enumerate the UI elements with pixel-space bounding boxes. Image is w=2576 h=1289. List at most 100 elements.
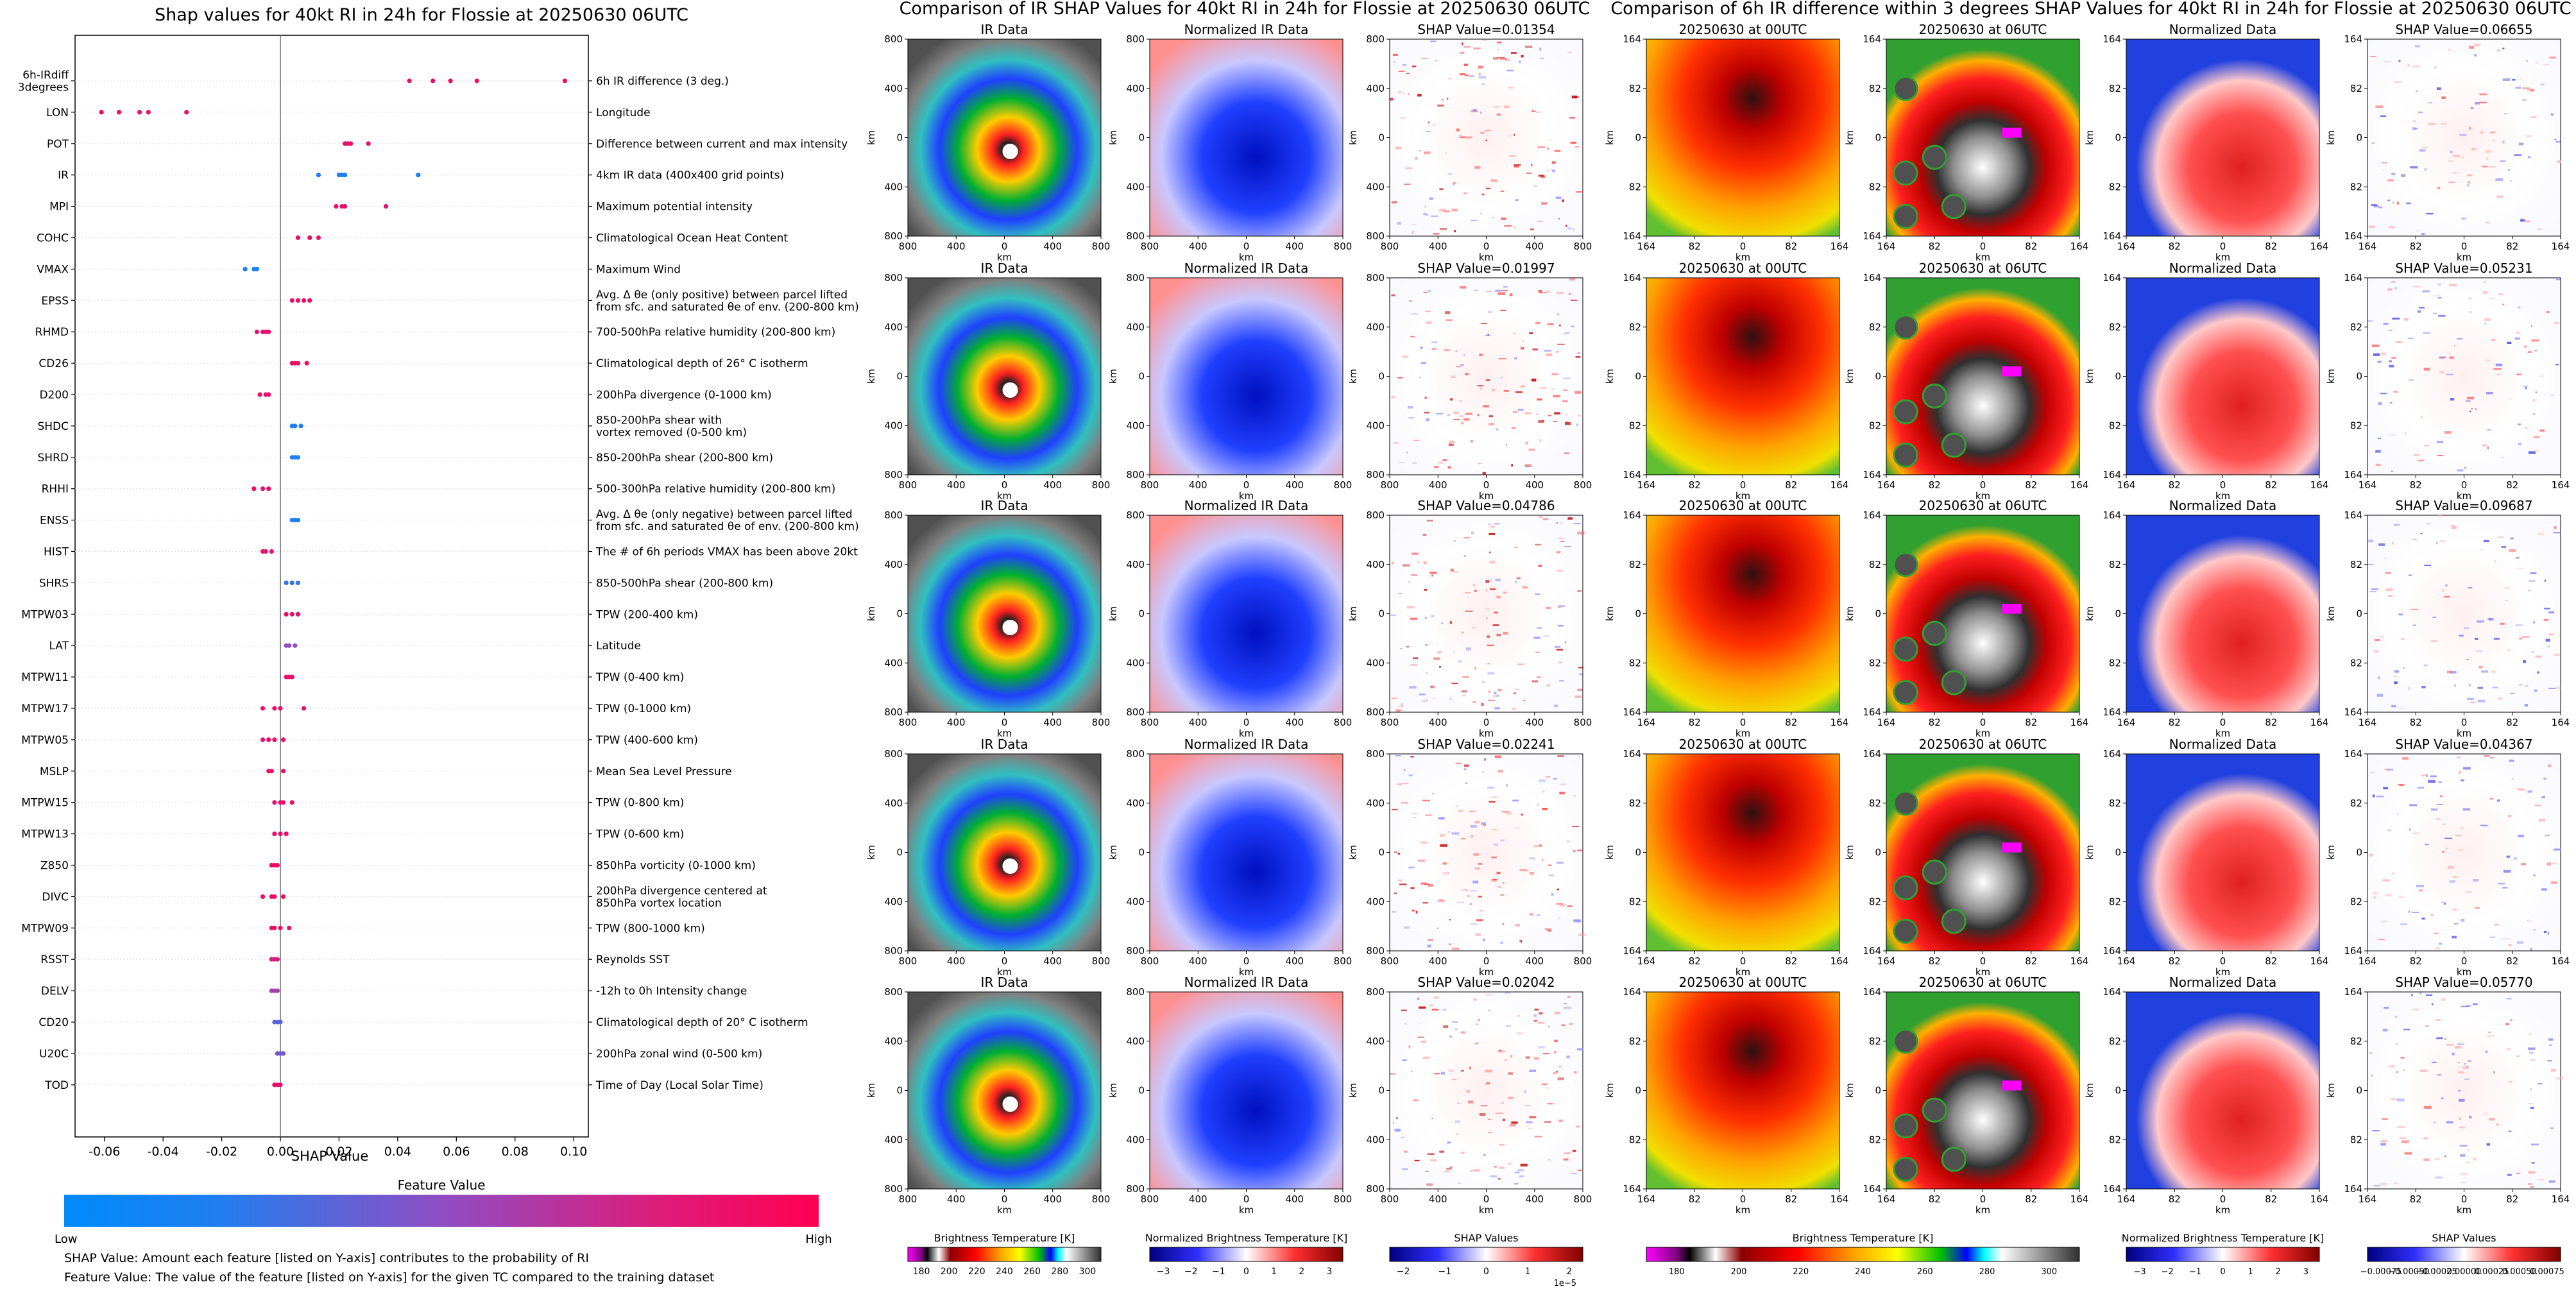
shap-speckle [1519,869,1527,871]
shap-speckle [2373,896,2376,898]
shap-speckle [1408,866,1415,869]
shap-speckle [2532,399,2536,402]
shap-speckle [1469,1066,1471,1070]
shap-speckle [2490,756,2494,759]
shap-speckle [1413,817,1416,818]
shap-speckle [1479,910,1483,912]
shap-speckle [1492,57,1499,60]
shap-speckle [1450,398,1453,401]
shap-speckle [1429,1004,1433,1006]
shap-speckle [1524,464,1532,467]
panel-image [2367,991,2561,1190]
shap-speckle [1573,849,1576,853]
x-tick-label: 0 [1243,241,1250,252]
shap-speckle [1462,690,1467,693]
shap-speckle [1488,699,1495,701]
feature-description-labels: 6h IR difference (3 deg.)LongitudeDiffer… [595,75,859,1092]
x-tick-label: 164 [2117,955,2136,967]
y-axis-label: km [2084,606,2095,621]
shap-speckle [1571,325,1574,328]
shap-speckle [1412,909,1415,912]
shap-speckle [1509,293,1513,296]
shap-speckle [2502,47,2505,49]
shap-speckle [2418,111,2423,114]
x-tick-label: 164 [1830,479,1849,491]
shap-point [342,173,348,178]
shap-speckle [1497,48,1499,51]
shap-speckle [2459,1154,2466,1157]
x-tick-label: 0 [1243,1193,1250,1205]
shap-speckle [1474,590,1477,592]
shap-speckle [2528,1171,2535,1174]
y-tick-label: 400 [1126,181,1145,192]
shap-speckle [1474,867,1480,870]
shap-speckle [2423,1158,2430,1161]
shap-speckle [2452,935,2457,939]
shap-speckle [1465,782,1468,784]
panel-image [1886,753,2080,952]
shap-speckle [1480,212,1482,215]
shap-speckle [2401,1140,2409,1143]
shap-speckle [2391,704,2396,708]
shap-speckle [1522,586,1528,589]
shap-speckle [1508,135,1511,137]
convective-cell [1893,442,1918,468]
shap-speckle [2532,651,2534,653]
y-tick-label: 0 [2356,1085,2362,1097]
panel-image [1646,515,1840,713]
x-tick-label: 0 [2461,241,2468,252]
shap-speckle [1517,1015,1520,1017]
y-tick-label: 82 [2109,559,2121,570]
x-tick-label: 164 [2552,955,2570,967]
shap-speckle [2409,379,2414,381]
shap-point [275,862,280,868]
shap-speckle [2509,759,2514,762]
shap-speckle [2458,771,2462,774]
shap-speckle [2498,293,2504,295]
shap-speckle [1475,933,1481,936]
shap-point [407,78,412,83]
shap-speckle [2445,584,2448,587]
shap-speckle [2518,834,2524,837]
x-tick-label: 164 [2117,241,2136,252]
y-tick-label: 164 [1623,1183,1641,1195]
shap-speckle [1485,1070,1492,1073]
x-tick-label: 400 [1429,717,1447,728]
shap-speckle [2378,206,2383,209]
shap-speckle [1478,463,1481,465]
shap-speckle [2548,764,2552,767]
shap-speckle [2388,769,2394,771]
shap-speckle [1408,300,1413,302]
shap-speckle [2486,1143,2491,1146]
shap-speckle [2475,408,2477,410]
shap-speckle [1479,1113,1486,1116]
feature-description-label: Latitude [596,640,641,653]
shap-speckle [2382,1118,2388,1120]
shap-speckle [1478,896,1482,898]
shap-speckle [2521,218,2523,221]
shap-speckle [2402,1069,2405,1071]
y-tick-label: 0 [1138,371,1145,382]
shap-speckle [2517,567,2523,570]
shap-speckle [1391,201,1397,204]
shap-speckle [1419,693,1426,696]
y-tick-label: 82 [1629,896,1641,907]
image-panel: 20250630 at 06UTC1641648282008282164164k… [1844,975,2088,1216]
x-tick-label: 164 [2552,717,2570,728]
shap-speckle [1529,1069,1537,1073]
shap-speckle [1449,1166,1453,1168]
shap-speckle [2556,1077,2563,1080]
shap-speckle [1470,440,1473,443]
shap-speckle [2475,650,2483,652]
shap-speckle [2442,589,2444,592]
y-tick-label: 82 [1629,420,1641,431]
shap-speckle [2441,901,2446,903]
shap-speckle [2516,332,2521,334]
shap-speckle [2383,787,2388,790]
colorbar-tick-label: 180 [913,1267,930,1277]
shap-speckle [2523,660,2527,663]
x-tick-label: 0 [1483,955,1490,967]
x-tick-label: 400 [1285,955,1304,967]
y-tick-label: 400 [1126,1134,1145,1145]
shap-speckle [1480,388,1482,390]
